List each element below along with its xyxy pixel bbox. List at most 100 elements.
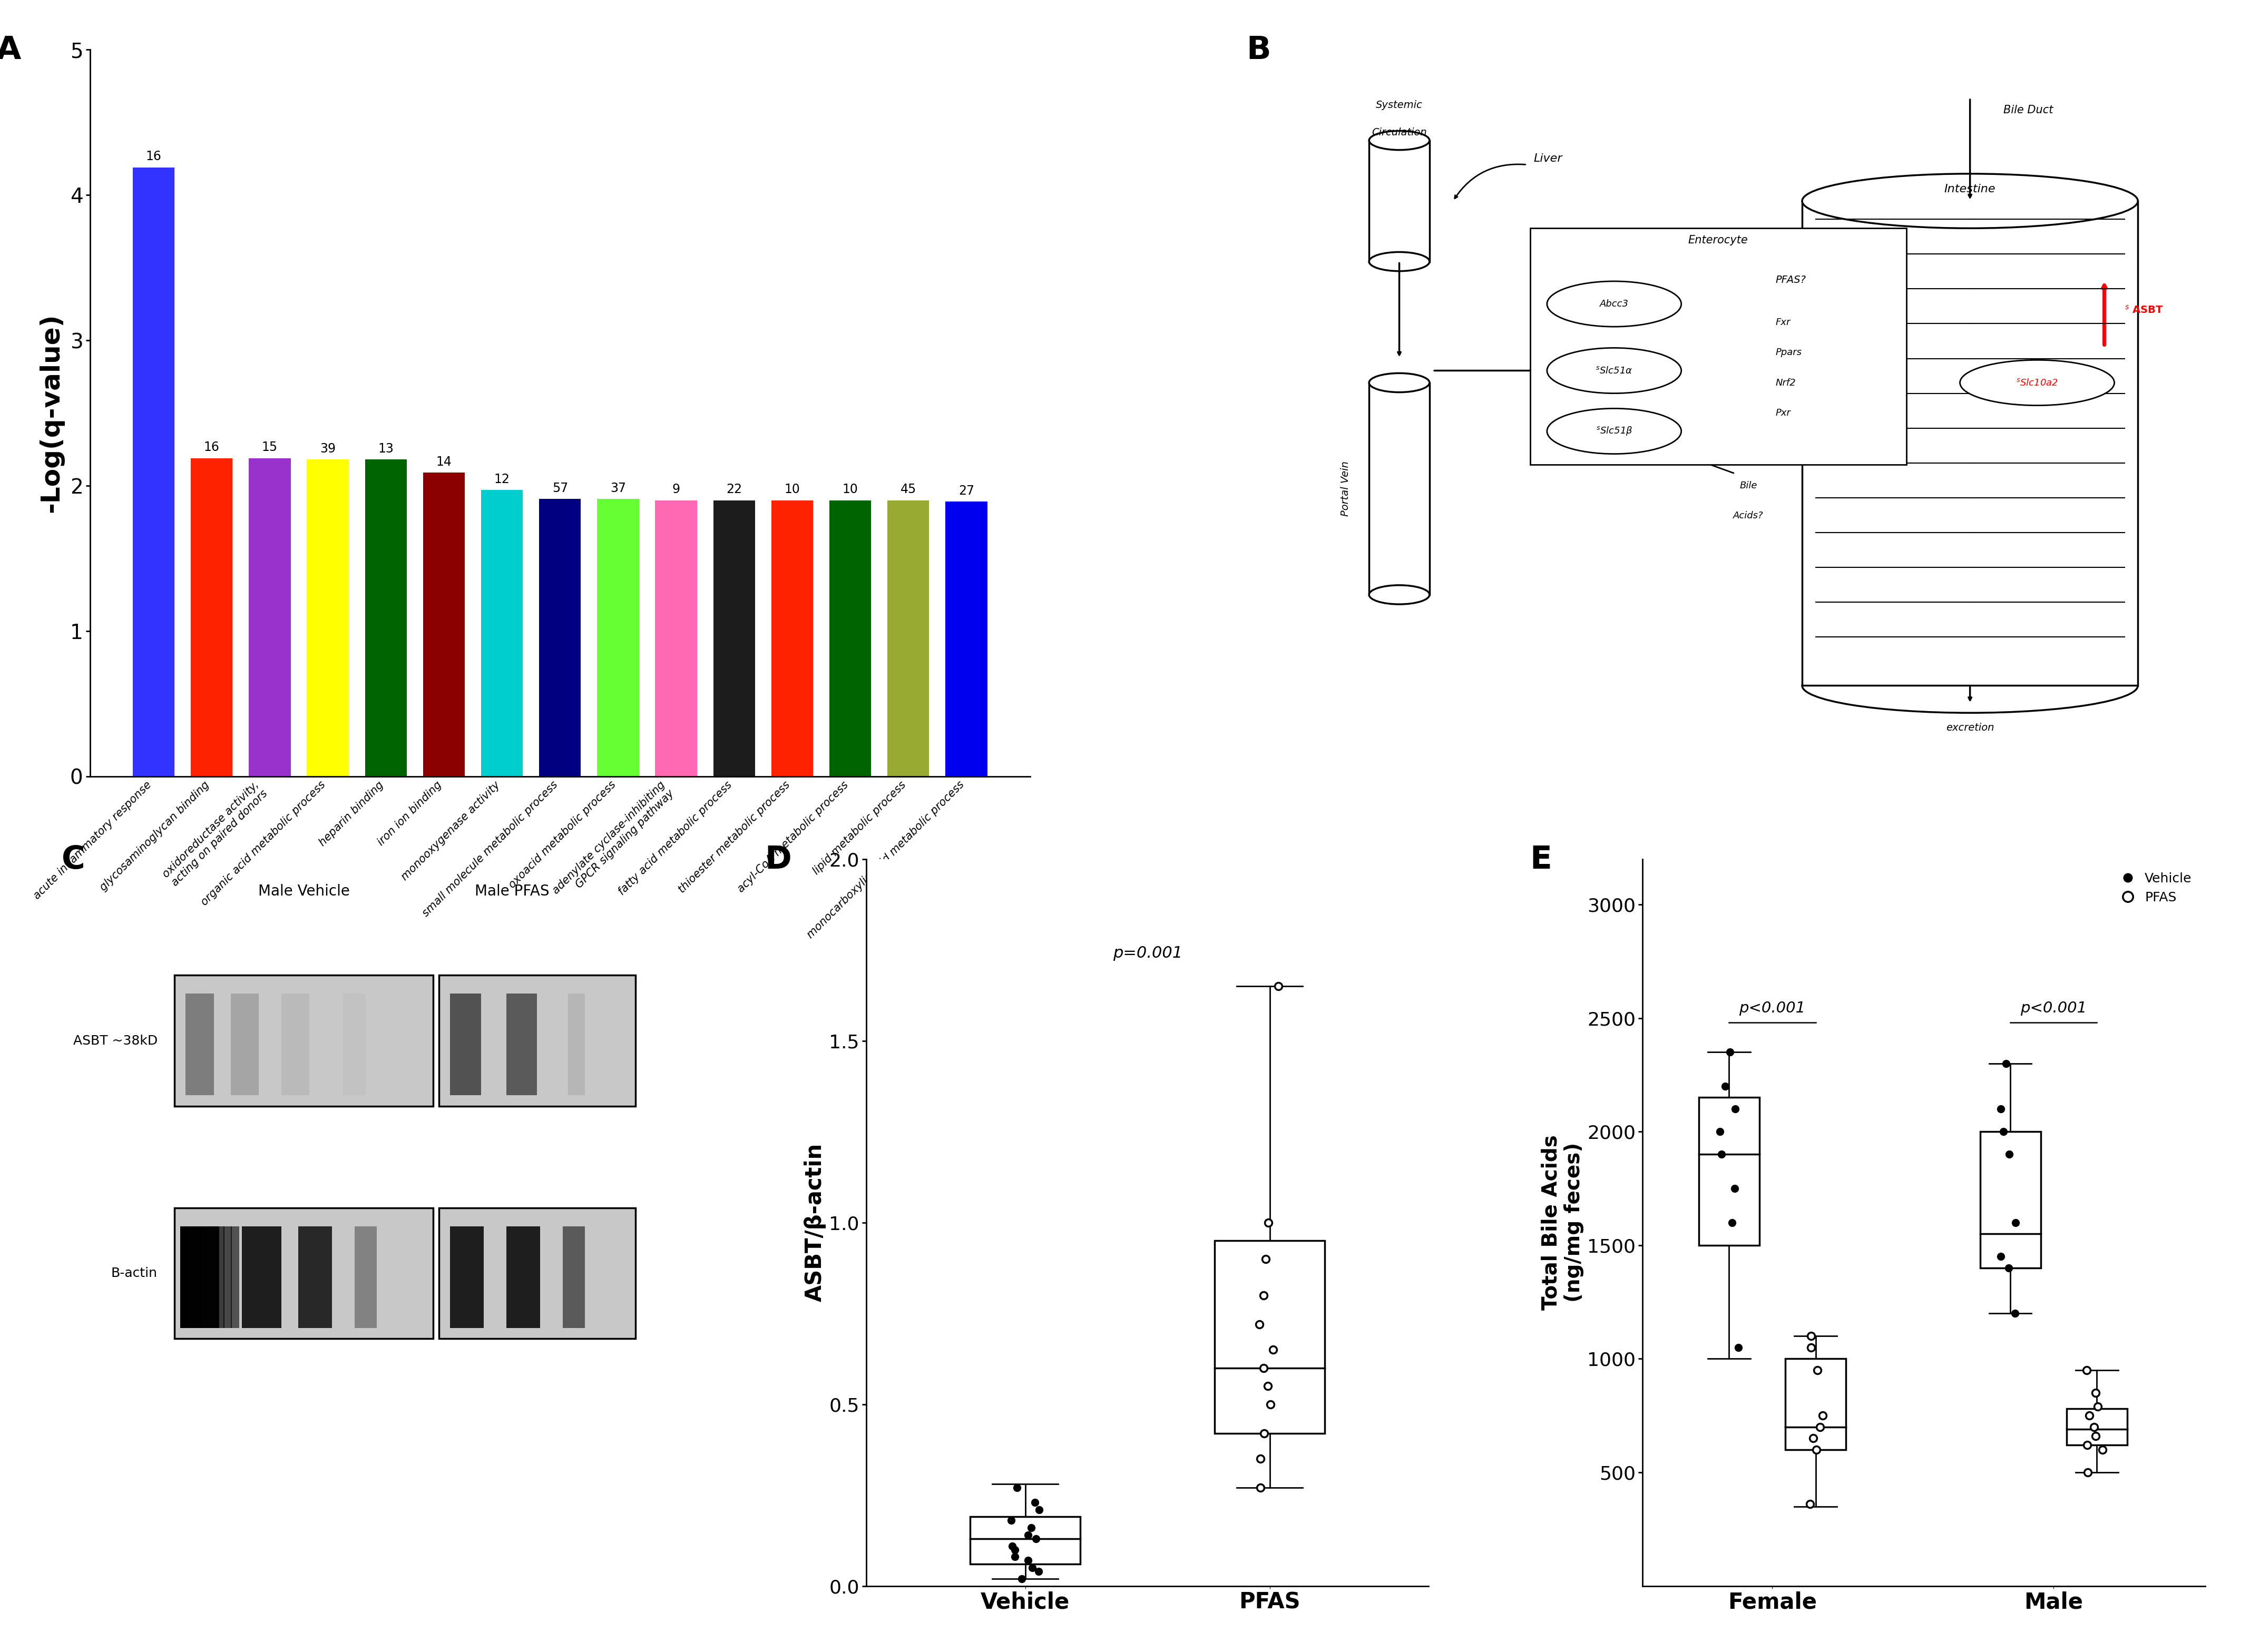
Bar	[184, 993, 214, 1095]
Text: excretion: excretion	[1946, 724, 1994, 733]
Bar	[281, 993, 310, 1095]
Bar	[506, 993, 538, 1095]
Text: Male Vehicle: Male Vehicle	[259, 884, 349, 899]
Ellipse shape	[1368, 253, 1429, 271]
Bar	[180, 1226, 221, 1328]
Text: Ppars: Ppars	[1775, 347, 1802, 357]
Text: Bile Duct: Bile Duct	[2003, 104, 2054, 116]
Ellipse shape	[1548, 349, 1681, 393]
Bar	[133, 167, 176, 776]
Text: Fxr: Fxr	[1775, 317, 1791, 327]
Bar	[830, 501, 871, 776]
Bar	[506, 1226, 540, 1328]
Text: Liver: Liver	[1535, 154, 1562, 164]
Text: $^s$Slc10a2: $^s$Slc10a2	[2016, 378, 2059, 388]
Bar	[482, 491, 522, 776]
Text: 16: 16	[146, 150, 162, 164]
Text: 9: 9	[673, 484, 680, 496]
Bar	[887, 501, 929, 776]
Text: PFAS?: PFAS?	[1775, 274, 1807, 284]
Text: Nrf2: Nrf2	[1775, 378, 1796, 388]
Text: C: C	[63, 844, 86, 876]
Text: 22: 22	[727, 484, 743, 496]
Ellipse shape	[1802, 657, 2138, 714]
Ellipse shape	[1548, 281, 1681, 327]
Bar	[970, 1517, 1080, 1564]
Bar	[423, 472, 466, 776]
Legend: Vehicle, PFAS: Vehicle, PFAS	[2115, 866, 2198, 910]
Bar	[1784, 1358, 1845, 1450]
Text: 14: 14	[436, 456, 452, 468]
Bar	[364, 459, 407, 776]
Text: $^s$ ASBT: $^s$ ASBT	[2124, 304, 2162, 316]
Bar	[1215, 1241, 1325, 1434]
Bar	[187, 1226, 196, 1328]
Bar	[1980, 1132, 2041, 1269]
Ellipse shape	[1548, 408, 1681, 454]
Text: 39: 39	[320, 443, 335, 456]
Text: A: A	[0, 35, 20, 66]
Bar	[209, 1226, 218, 1328]
Bar	[2066, 1409, 2126, 1446]
Text: D: D	[765, 844, 792, 876]
Bar	[1368, 383, 1429, 595]
Text: Portal Vein: Portal Vein	[1341, 461, 1350, 517]
Bar	[194, 1226, 203, 1328]
Bar	[216, 1226, 225, 1328]
Text: Acids?: Acids?	[1733, 510, 1764, 520]
Bar	[176, 975, 432, 1107]
Text: 12: 12	[495, 472, 511, 486]
Bar	[223, 1226, 232, 1328]
Text: 10: 10	[785, 484, 801, 496]
Text: Abcc3: Abcc3	[1600, 299, 1629, 309]
Bar	[540, 499, 581, 776]
Text: 27: 27	[958, 484, 974, 497]
Y-axis label: Total Bile Acids
(ng/mg feces): Total Bile Acids (ng/mg feces)	[1541, 1135, 1584, 1310]
Ellipse shape	[1802, 173, 2138, 228]
Bar	[655, 501, 698, 776]
Y-axis label: ASBT/β-actin: ASBT/β-actin	[803, 1143, 826, 1302]
Bar	[203, 1226, 209, 1328]
Ellipse shape	[1368, 373, 1429, 392]
Bar	[450, 993, 482, 1095]
Bar	[232, 1226, 239, 1328]
Bar	[299, 1226, 333, 1328]
Bar	[439, 975, 637, 1107]
Text: p<0.001: p<0.001	[2021, 1001, 2086, 1016]
Bar	[562, 1226, 585, 1328]
Text: p<0.001: p<0.001	[1739, 1001, 1804, 1016]
Text: 57: 57	[551, 482, 567, 494]
Text: 16: 16	[205, 441, 221, 454]
Text: ASBT ~38kD: ASBT ~38kD	[72, 1034, 158, 1047]
Bar	[772, 501, 812, 776]
Text: Systemic: Systemic	[1377, 101, 1422, 111]
Ellipse shape	[1960, 360, 2115, 405]
Text: B-actin: B-actin	[110, 1267, 158, 1280]
Text: $^s$Slc51α: $^s$Slc51α	[1595, 365, 1634, 375]
Text: Male PFAS: Male PFAS	[475, 884, 549, 899]
Bar	[945, 502, 988, 776]
Text: Bile: Bile	[1739, 481, 1757, 491]
Text: B: B	[1247, 35, 1271, 66]
Bar	[342, 993, 364, 1095]
Text: p=0.001: p=0.001	[1114, 945, 1181, 961]
Bar	[191, 458, 232, 776]
Text: 15: 15	[261, 441, 277, 454]
Y-axis label: -Log(q-value): -Log(q-value)	[38, 314, 63, 512]
Ellipse shape	[1368, 131, 1429, 150]
Text: 37: 37	[610, 482, 626, 494]
Bar	[176, 1208, 432, 1338]
Bar	[713, 501, 756, 776]
Bar	[180, 1226, 189, 1328]
Bar	[439, 1208, 637, 1338]
Bar	[232, 993, 259, 1095]
Ellipse shape	[1368, 585, 1429, 605]
Bar	[243, 1226, 281, 1328]
Text: Intestine: Intestine	[1944, 183, 1996, 195]
Bar	[1699, 1097, 1760, 1246]
Bar	[450, 1226, 484, 1328]
Bar	[306, 459, 349, 776]
Bar	[1368, 140, 1429, 261]
Bar	[356, 1226, 378, 1328]
Text: $^s$Slc51β: $^s$Slc51β	[1595, 425, 1634, 438]
